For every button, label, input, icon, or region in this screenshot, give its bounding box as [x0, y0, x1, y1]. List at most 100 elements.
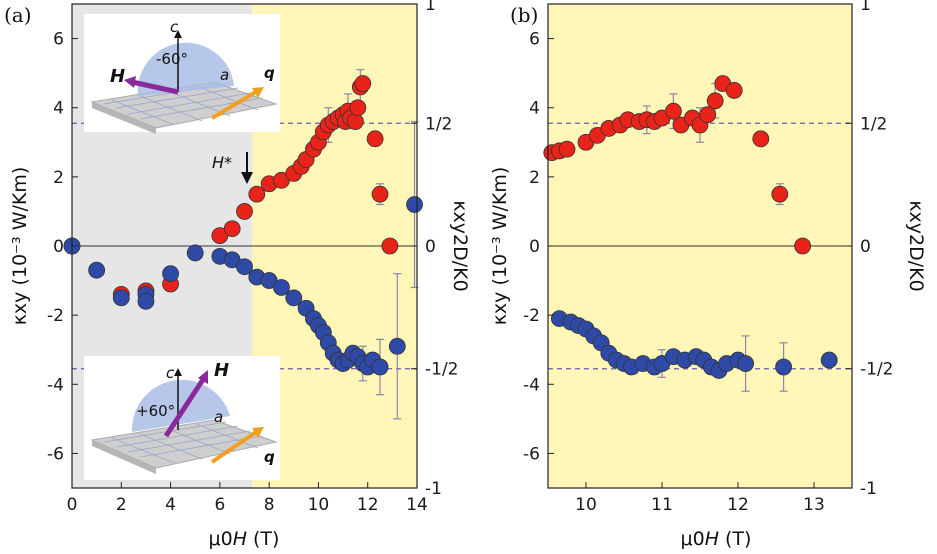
blue-data-point — [112, 289, 130, 307]
rotation-plane — [131, 379, 230, 432]
red-data-point — [558, 140, 576, 158]
blue-data-point — [737, 355, 754, 372]
y-axis-title-right: κxy2D/K0 — [905, 200, 927, 291]
x-tick-label: 13 — [803, 495, 825, 515]
c-axis-label: c — [170, 18, 179, 36]
y-axis-title-right-text: κxy2D/K0 — [905, 200, 927, 291]
x-tick-label: 6 — [214, 495, 225, 515]
x-axis-title-var: H — [705, 528, 719, 550]
x-tick-label: 11 — [651, 495, 673, 515]
y2-tick-label: -1 — [860, 479, 877, 499]
axis-ticks: 10 11 12 13 6 4 2 0 -2 -4 -6 1 1/2 0 -1/2 -1 — [523, 0, 893, 515]
y-tick-label: -4 — [47, 375, 64, 395]
red-data-point — [771, 185, 789, 203]
red-data-point — [706, 92, 724, 110]
y-tick-label: -6 — [523, 444, 540, 464]
red-data-point — [665, 102, 682, 120]
red-data-point — [346, 113, 364, 130]
y-tick-label: -6 — [47, 444, 64, 464]
red-data-point — [381, 237, 399, 255]
heat-current-arrow-head — [252, 87, 264, 98]
c-axis-arrow-head — [174, 30, 182, 38]
y-axis-title-text: κxy (10⁻³ W/Km) — [489, 167, 511, 326]
y-tick-label: 4 — [53, 99, 64, 119]
y-tick-label: -2 — [523, 306, 540, 326]
inset-top: c H -60° a q — [84, 14, 280, 134]
blue-data-point — [775, 358, 792, 376]
blue-data-point — [371, 358, 389, 376]
angle-label: -60° — [156, 50, 188, 68]
field-arrow — [131, 79, 179, 95]
x-tick-label: 0 — [67, 495, 78, 515]
y2-tick-label: 1/2 — [425, 114, 452, 134]
heat-current-arrow — [210, 90, 258, 120]
c-axis-label: c — [166, 364, 175, 382]
y2-tick-label: -1/2 — [860, 360, 894, 380]
red-data-point — [366, 130, 384, 148]
x-tick-label: 2 — [116, 495, 127, 515]
y-tick-label: 2 — [529, 168, 540, 188]
q-label: q — [264, 448, 275, 466]
x-axis-title: μ0H (T) — [681, 528, 752, 550]
blue-data-point — [406, 196, 423, 213]
heat-current-arrow-head — [252, 427, 264, 438]
x-tick-label: 12 — [357, 495, 379, 515]
data-points — [63, 75, 423, 376]
y-tick-label: 0 — [53, 237, 64, 257]
honeycomb-lattice — [103, 421, 263, 464]
y-tick-label: 2 — [53, 168, 64, 188]
panel-label-b: (b) — [510, 3, 538, 27]
h-star-label: H* — [212, 153, 232, 172]
y-tick-label: 4 — [529, 99, 540, 119]
y-axis-title-right-text: κxy2D/K0 — [449, 200, 471, 291]
h-star-annotation: H* — [212, 152, 253, 184]
y-axis-title-text: κxy (10⁻³ W/Km) — [9, 167, 31, 326]
red-data-point — [752, 130, 770, 148]
blue-data-point — [236, 258, 253, 276]
blue-data-point — [273, 279, 290, 296]
x-tick-label: 4 — [165, 495, 176, 515]
y-tick-label: -2 — [47, 306, 64, 326]
y2-tick-label: -1/2 — [425, 360, 459, 380]
field-label: H — [110, 66, 125, 87]
blue-data-point — [285, 289, 303, 307]
field-arrow-head — [124, 76, 136, 88]
y-tick-label: 0 — [529, 237, 540, 257]
x-tick-label: 10 — [575, 495, 597, 515]
x-tick-label: 12 — [727, 495, 749, 515]
red-data-point — [725, 82, 743, 99]
y2-tick-label: 0 — [860, 237, 871, 257]
c-axis-arrow-head — [174, 368, 182, 376]
field-arrow — [163, 376, 207, 438]
red-data-point — [794, 237, 811, 255]
blue-data-point — [388, 337, 406, 355]
y-tick-label: 6 — [53, 30, 64, 50]
red-data-point — [371, 185, 389, 203]
x-axis-title-unit: (T) — [725, 528, 751, 550]
heat-current-arrow — [210, 430, 258, 464]
q-label: q — [264, 64, 275, 82]
blue-data-point — [88, 261, 106, 279]
x-axis-title-unit: (T) — [253, 528, 279, 550]
red-data-point — [236, 203, 253, 220]
blue-data-point — [186, 244, 204, 262]
blue-data-point — [820, 351, 838, 369]
x-axis-title: μ0H (T) — [209, 528, 280, 550]
y-axis-title-left: κxy (10⁻³ W/Km) — [9, 167, 31, 326]
red-data-point — [699, 106, 716, 124]
a-axis-label: a — [214, 408, 223, 426]
red-data-point — [223, 220, 241, 238]
x-tick-label: 14 — [406, 495, 428, 515]
y-axis-title-left: κxy (10⁻³ W/Km) — [489, 167, 511, 326]
blue-data-point — [162, 265, 179, 283]
y2-tick-label: -1 — [425, 479, 442, 499]
a-axis-label: a — [220, 66, 229, 84]
x-axis-title-prefix: μ0 — [681, 528, 705, 550]
y2-tick-label: 1 — [425, 0, 436, 15]
inset-bottom: c H +60° a q — [84, 356, 280, 480]
y2-tick-label: 1 — [860, 0, 871, 15]
angle-label: +60° — [136, 402, 175, 420]
rotation-plane — [137, 42, 234, 96]
y2-tick-label: 0 — [425, 237, 436, 257]
